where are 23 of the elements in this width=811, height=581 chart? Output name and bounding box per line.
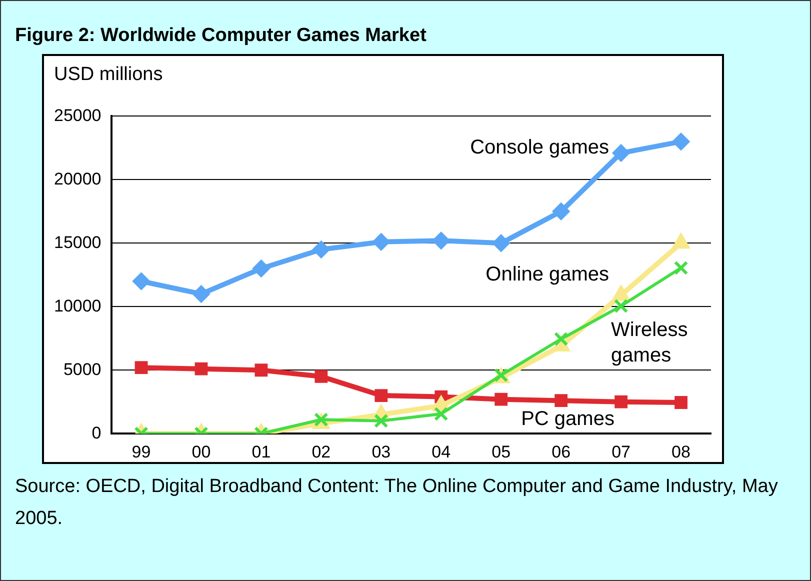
x-tick-label: 02 (312, 442, 331, 462)
series-label: Wireless games (611, 318, 688, 366)
x-tick-label: 04 (432, 442, 451, 462)
x-tick-label: 05 (492, 442, 511, 462)
y-tick-label: 25000 (54, 106, 102, 125)
series-label: PC games (521, 408, 614, 430)
x-tick-label: 00 (192, 442, 211, 462)
source-note: Source: OECD, Digital Broadband Content: The Online Computer and Game Industry, May 2005. (15, 475, 779, 531)
x-tick-label: 01 (252, 442, 271, 462)
x-tick-label: 08 (672, 442, 690, 462)
y-tick-label: 0 (92, 423, 102, 442)
y-tick-label: 5000 (63, 360, 102, 379)
x-tick-label: 03 (372, 442, 391, 462)
y-tick-label: 10000 (54, 296, 102, 316)
y-tick-label: 20000 (54, 169, 102, 188)
x-tick-label: 99 (132, 442, 151, 462)
x-tick-label: 06 (552, 442, 571, 462)
series-label: Console games (470, 136, 610, 158)
chart-title: Figure 2: Worldwide Computer Games Market (15, 25, 426, 47)
series-label: Online games (486, 263, 610, 286)
y-axis-title: USD millions (54, 64, 163, 86)
x-tick-label: 07 (612, 442, 630, 462)
y-tick-label: 15000 (54, 232, 102, 252)
